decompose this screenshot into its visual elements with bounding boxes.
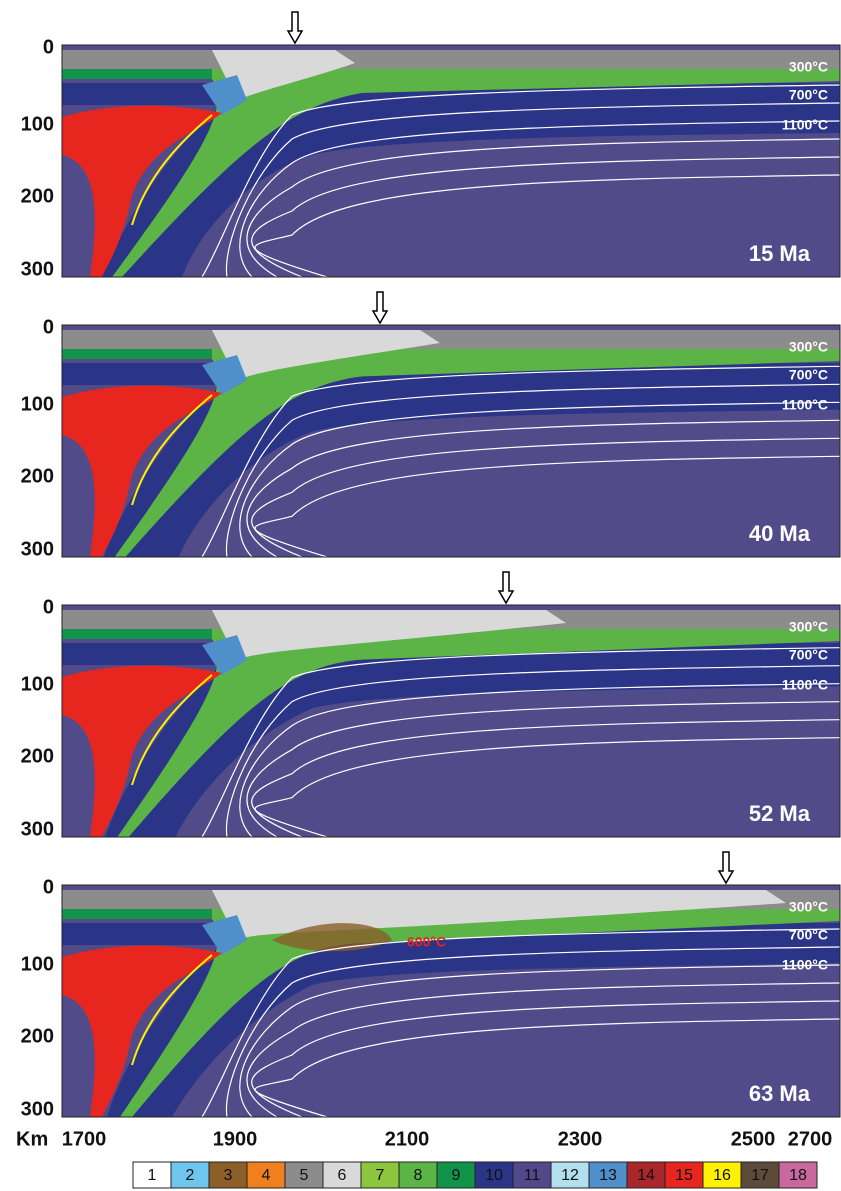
- depth-label: 300: [21, 258, 54, 280]
- isotherm-label: 700°C: [789, 367, 828, 383]
- model-panel: 300°C 700°C 1100°C 52 Ma: [62, 605, 840, 837]
- isotherm-annotation: 600°C: [407, 934, 446, 950]
- depth-label: 0: [43, 596, 54, 618]
- distance-label: 1700: [62, 1128, 107, 1150]
- legend-label: 16: [713, 1167, 731, 1184]
- legend-label: 9: [452, 1167, 461, 1184]
- age-label: 15 Ma: [749, 241, 811, 266]
- isotherm-label: 300°C: [789, 59, 828, 75]
- trench-arrow: [373, 292, 387, 323]
- isotherm-label: 700°C: [789, 927, 828, 943]
- crust-green: [62, 349, 212, 359]
- legend-label: 12: [561, 1167, 579, 1184]
- depth-label: 300: [21, 538, 54, 560]
- trench-arrow: [499, 572, 513, 603]
- legend-label: 1: [148, 1167, 157, 1184]
- model-panel: 300°C 700°C 1100°C 15 Ma: [62, 45, 840, 277]
- depth-label: 0: [43, 36, 54, 58]
- crust-gray: [62, 330, 840, 349]
- legend-label: 4: [262, 1167, 271, 1184]
- legend-label: 17: [751, 1167, 769, 1184]
- distance-label: 2700: [788, 1128, 833, 1150]
- legend-label: 14: [637, 1167, 655, 1184]
- crust-green: [62, 629, 212, 639]
- age-label: 40 Ma: [749, 521, 811, 546]
- isotherm-label: 700°C: [789, 647, 828, 663]
- isotherm-label: 1100°C: [782, 677, 828, 693]
- trench-arrow: [288, 12, 302, 43]
- legend-label: 18: [789, 1167, 807, 1184]
- distance-unit: Km: [16, 1128, 48, 1150]
- depth-label: 200: [21, 745, 54, 767]
- depth-label: 300: [21, 818, 54, 840]
- distance-label: 2500: [731, 1128, 776, 1150]
- depth-label: 100: [21, 953, 54, 975]
- legend-label: 3: [224, 1167, 233, 1184]
- distance-label: 2300: [558, 1128, 603, 1150]
- isotherm-label: 1100°C: [782, 957, 828, 973]
- legend-label: 10: [485, 1167, 503, 1184]
- model-panel: 300°C 700°C 1100°C 600°C 63 Ma: [62, 885, 840, 1117]
- legend-label: 2: [186, 1167, 195, 1184]
- legend-label: 8: [414, 1167, 423, 1184]
- model-panel: 300°C 700°C 1100°C 40 Ma: [62, 325, 840, 557]
- crust-green: [62, 69, 212, 79]
- trench-arrow: [719, 852, 733, 883]
- depth-label: 0: [43, 316, 54, 338]
- legend-label: 5: [300, 1167, 309, 1184]
- depth-label: 100: [21, 673, 54, 695]
- isotherm-label: 300°C: [789, 339, 828, 355]
- depth-label: 100: [21, 113, 54, 135]
- distance-label: 1900: [213, 1128, 258, 1150]
- age-label: 63 Ma: [749, 1081, 811, 1106]
- depth-label: 0: [43, 876, 54, 898]
- distance-label: 2100: [385, 1128, 430, 1150]
- isotherm-label: 300°C: [789, 899, 828, 915]
- legend-label: 7: [376, 1167, 385, 1184]
- depth-label: 200: [21, 465, 54, 487]
- isotherm-label: 700°C: [789, 87, 828, 103]
- isotherm-label: 300°C: [789, 619, 828, 635]
- depth-label: 100: [21, 393, 54, 415]
- legend-label: 13: [599, 1167, 617, 1184]
- depth-label: 200: [21, 185, 54, 207]
- depth-label: 200: [21, 1025, 54, 1047]
- age-label: 52 Ma: [749, 801, 811, 826]
- crust-gray: [62, 50, 840, 69]
- depth-label: 300: [21, 1098, 54, 1120]
- crust-green: [62, 909, 212, 919]
- figure: 300°C700°C1100°C15 Ma0100200300300°C700°…: [0, 0, 841, 1191]
- legend-label: 6: [338, 1167, 347, 1184]
- legend-label: 15: [675, 1167, 693, 1184]
- isotherm-label: 1100°C: [782, 397, 828, 413]
- legend-label: 11: [524, 1167, 541, 1184]
- isotherm-label: 1100°C: [782, 117, 828, 133]
